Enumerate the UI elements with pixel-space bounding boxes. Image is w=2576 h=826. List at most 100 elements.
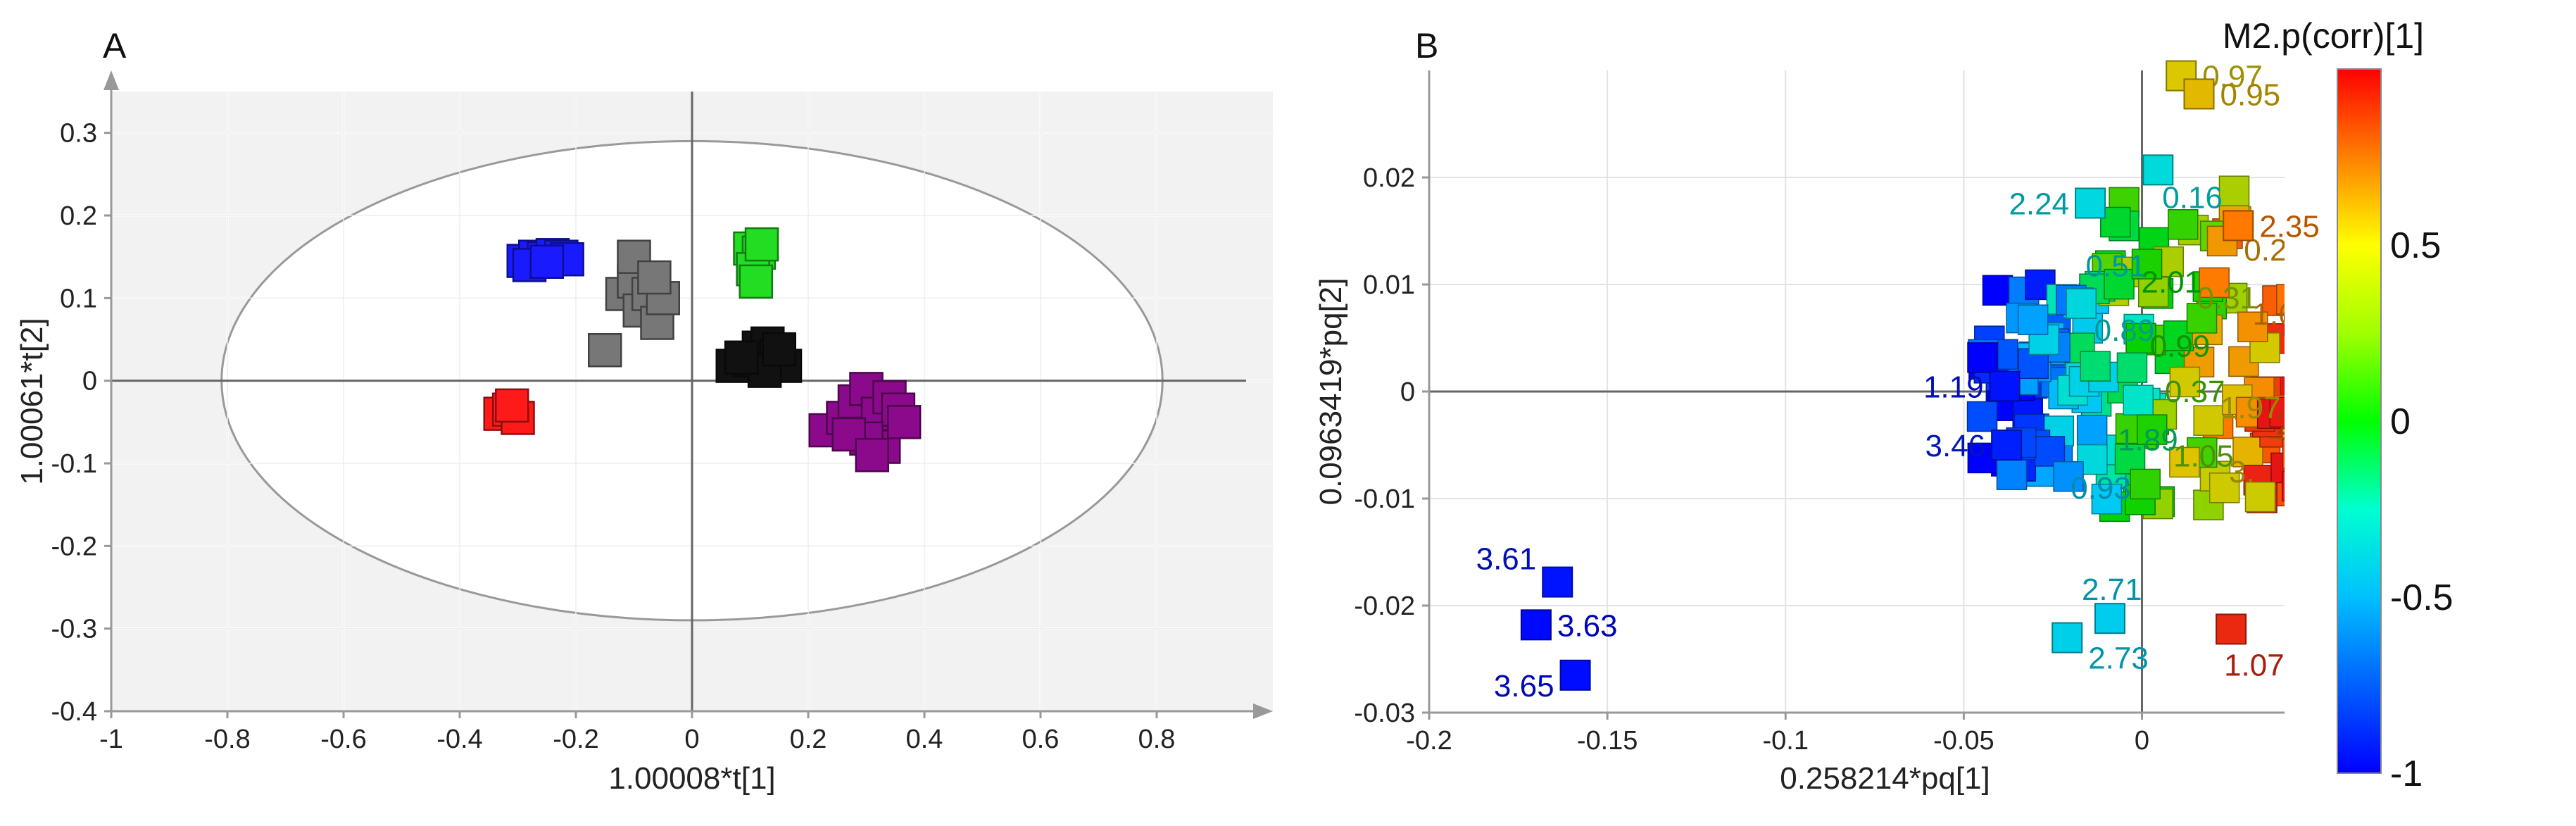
- loading-point-labeled: [2052, 622, 2083, 653]
- score-point-group-5: [855, 438, 889, 473]
- loading-point: [2282, 470, 2285, 502]
- cluster-point-label: 0.99: [2150, 330, 2211, 364]
- x-tick-label-a: 0.6: [1022, 725, 1060, 754]
- loading-point-labeled: [1989, 370, 2021, 402]
- y-tick-label-a: -0.2: [51, 532, 97, 561]
- score-point-group-2: [637, 260, 672, 295]
- x-tick-label-b: -0.05: [1933, 726, 1994, 756]
- score-point-group-4: [762, 332, 796, 367]
- cluster-point-label: 3.: [2229, 455, 2255, 489]
- x-tick-label-b: -0.15: [1577, 726, 1638, 756]
- x-axis-label-b: 0.258214*pq[1]: [1780, 761, 1990, 796]
- y-tick-label-a: 0: [82, 367, 97, 396]
- colorbar-ticks: -1 -0.5 0 0.5: [2390, 225, 2454, 794]
- panel-a-score-plot: A -1 -0.8 -0.6 -0.4 -0.2 0 0.2 0.4 0.6 0.8 -0.4 -0.…: [15, 26, 1273, 796]
- point-label: 2.73: [2088, 642, 2149, 676]
- loading-point: [2125, 323, 2156, 354]
- loading-point: [2270, 452, 2285, 484]
- x-tick-label-b: -0.1: [1763, 726, 1809, 756]
- loading-point-labeled: [2075, 187, 2106, 219]
- loading-point: [2053, 461, 2084, 492]
- loading-point: [2209, 473, 2240, 503]
- loading-point-labeled: [2216, 613, 2247, 645]
- loading-point: [2218, 175, 2250, 206]
- score-point-group-2: [588, 333, 622, 368]
- point-label: 2.71: [2082, 572, 2142, 607]
- loading-point: [1996, 459, 2028, 490]
- y-tick-label-b: -0.01: [1354, 484, 1415, 514]
- y-tick-label-a: -0.4: [51, 697, 97, 727]
- loading-point: [2244, 481, 2276, 513]
- loading-point-labeled: [2183, 78, 2215, 110]
- y-tick-label-b: 0.02: [1363, 163, 1415, 193]
- panel-b-letter: B: [1415, 26, 1438, 65]
- y-tick-label-a: -0.1: [51, 449, 97, 479]
- x-tick-label-a: 0.2: [790, 725, 827, 754]
- point-label: 2.24: [2009, 187, 2069, 221]
- point-label: 1.19: [1923, 370, 1984, 404]
- y-tick-label-a: 0.2: [60, 201, 97, 231]
- x-tick-label-a: -0.4: [436, 725, 482, 754]
- loading-point-labeled: [1542, 566, 1573, 598]
- loading-point: [2269, 396, 2285, 428]
- colorbar-gradient: [2337, 68, 2382, 774]
- loading-point: [2091, 483, 2123, 515]
- loading-point-labeled: [1559, 659, 1591, 691]
- y-tick-label-b: -0.03: [1354, 699, 1415, 728]
- x-tick-label-b: 0: [2135, 726, 2149, 756]
- y-axis-label-b: 0.0963419*pq[2]: [1314, 278, 1348, 506]
- cluster-point-label: 2.01: [2141, 265, 2201, 299]
- loading-point: [2276, 284, 2285, 315]
- x-tick-label-a: 0.4: [906, 725, 943, 754]
- x-tick-label-a: -0.6: [320, 725, 366, 754]
- plot-a-points: [483, 227, 922, 473]
- panel-a-letter: A: [103, 26, 127, 65]
- loading-point: [2186, 303, 2218, 334]
- x-tick-label-a: -1: [99, 725, 123, 754]
- x-tick-label-b: -0.2: [1406, 726, 1452, 756]
- y-axis-label-a: 1.00061*t[2]: [15, 318, 49, 484]
- y-tick-label-b: 0: [1400, 377, 1415, 407]
- loading-point: [2168, 209, 2199, 240]
- cluster-point-label: 0.51: [2086, 249, 2147, 284]
- loading-point: [2282, 433, 2285, 465]
- loading-point-labeled: [2142, 154, 2174, 186]
- plot-a-tick-labels: -1 -0.8 -0.6 -0.4 -0.2 0 0.2 0.4 0.6 0.8 -0.4 -0.3 -…: [51, 119, 1176, 754]
- point-label: 3.65: [1494, 669, 1554, 703]
- x-tick-label-a: -0.8: [204, 725, 250, 754]
- point-label: 0.16: [2162, 180, 2223, 215]
- y-tick-label-b: 0.01: [1363, 270, 1415, 300]
- x-tick-label-a: 0: [684, 725, 699, 754]
- cluster-point-label: 0.89: [2094, 313, 2155, 348]
- score-point-group-3: [739, 264, 773, 299]
- loading-point: [2286, 323, 2316, 353]
- point-label: 3.63: [1557, 608, 1618, 643]
- loading-point: [2137, 276, 2169, 308]
- colorbar-tick-label: -1: [2390, 753, 2423, 794]
- panel-b-loading-plot: B -0.2 -0.15 -0.1 -0.05 0 -0.03 -0.02 -0.01 0 0.0…: [1314, 26, 2320, 796]
- score-point-group-1: [529, 244, 564, 279]
- loading-point: [2282, 438, 2285, 470]
- colorbar-tick-label: 0.5: [2390, 225, 2441, 266]
- loading-point: [2034, 436, 2066, 467]
- y-tick-label-a: -0.3: [51, 615, 97, 644]
- y-tick-label-a: 0.3: [60, 119, 97, 149]
- x-tick-label-a: 0.8: [1138, 725, 1176, 754]
- loading-point: [2136, 414, 2168, 445]
- cluster-point-label: 0.93: [2071, 471, 2131, 506]
- loading-point-labeled: [1991, 430, 2023, 461]
- loading-point-labeled: [2223, 210, 2254, 242]
- y-axis-arrow-a: [103, 70, 119, 90]
- cluster-point-label: 0.31: [2197, 281, 2257, 315]
- point-label: 0.95: [2220, 77, 2281, 112]
- score-point-group-5: [886, 405, 922, 439]
- loading-point: [2080, 351, 2111, 382]
- cluster-point-label: 1.67: [2252, 297, 2313, 332]
- loading-point: [1967, 342, 1998, 373]
- loading-point: [1982, 275, 2013, 306]
- loading-point: [2116, 352, 2148, 383]
- plot-b-tick-labels: -0.2 -0.15 -0.1 -0.05 0 -0.03 -0.02 -0.01 0 0.01 0…: [1354, 163, 2149, 756]
- loading-point: [2104, 268, 2135, 300]
- loading-point: [2237, 311, 2268, 342]
